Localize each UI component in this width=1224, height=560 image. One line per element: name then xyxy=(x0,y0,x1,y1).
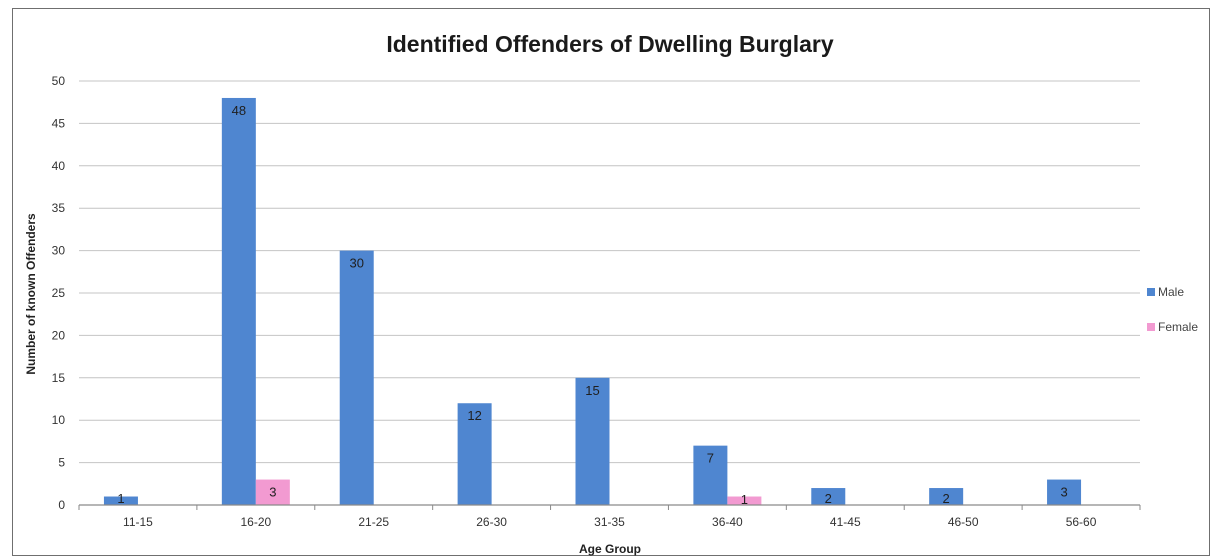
x-tick-label: 41-45 xyxy=(830,515,861,529)
bar-male xyxy=(221,97,256,506)
x-tick-label: 36-40 xyxy=(712,515,743,529)
data-label-male: 12 xyxy=(467,408,481,423)
legend-swatch xyxy=(1147,288,1155,296)
y-tick-label: 25 xyxy=(52,286,66,300)
legend-label: Male xyxy=(1158,285,1184,299)
bar-male xyxy=(457,403,492,505)
legend-swatch xyxy=(1147,323,1155,331)
bar-male xyxy=(1047,479,1082,505)
bar-male xyxy=(811,488,846,505)
x-tick-label: 11-15 xyxy=(123,515,153,529)
chart-title: Identified Offenders of Dwelling Burglar… xyxy=(386,31,833,57)
y-tick-label: 5 xyxy=(58,456,65,470)
bar-male xyxy=(103,496,138,505)
x-tick-label: 16-20 xyxy=(240,515,271,529)
y-axis-ticks: 0 5 10 15 20 25 30 35 40 45 50 xyxy=(52,74,66,512)
data-label-male: 2 xyxy=(943,491,950,506)
data-label-male: 2 xyxy=(825,491,832,506)
x-tick-label: 46-50 xyxy=(948,515,979,529)
x-tick-label: 21-25 xyxy=(358,515,389,529)
x-tick-label: 31-35 xyxy=(594,515,625,529)
y-tick-label: 30 xyxy=(52,244,66,258)
data-label-male: 7 xyxy=(707,451,714,466)
x-tick-label: 56-60 xyxy=(1066,515,1097,529)
legend: Male Female xyxy=(1147,285,1198,334)
bar-male xyxy=(693,445,728,505)
bar-male xyxy=(339,250,374,505)
data-label-male: 48 xyxy=(232,103,246,118)
bar-female xyxy=(255,479,290,505)
data-label-male: 15 xyxy=(585,383,599,398)
y-tick-label: 50 xyxy=(52,74,66,88)
chart-frame xyxy=(12,8,1210,556)
y-tick-label: 40 xyxy=(52,159,66,173)
x-tick-label: 26-30 xyxy=(476,515,507,529)
y-tick-label: 10 xyxy=(52,413,66,427)
y-tick-label: 15 xyxy=(52,371,66,385)
bar-male xyxy=(575,377,610,505)
bar-male xyxy=(929,488,964,505)
y-tick-label: 35 xyxy=(52,201,66,215)
bar-female xyxy=(727,496,762,505)
x-axis-ticks: 11-15 16-20 21-25 26-30 31-35 36-40 41-45 46-50… xyxy=(78,505,1141,529)
data-label-male: 1 xyxy=(117,491,124,506)
y-tick-label: 0 xyxy=(58,498,65,512)
legend-label: Female xyxy=(1158,320,1198,334)
y-tick-label: 20 xyxy=(52,328,66,342)
data-label-female: 1 xyxy=(741,492,748,507)
y-tick-label: 45 xyxy=(52,116,66,130)
x-axis-label: Age Group xyxy=(579,542,641,556)
data-label-male: 30 xyxy=(349,256,363,271)
data-label-female: 3 xyxy=(269,485,276,500)
y-axis-label: Number of known Offenders xyxy=(24,213,38,375)
data-label-male: 3 xyxy=(1060,485,1067,500)
